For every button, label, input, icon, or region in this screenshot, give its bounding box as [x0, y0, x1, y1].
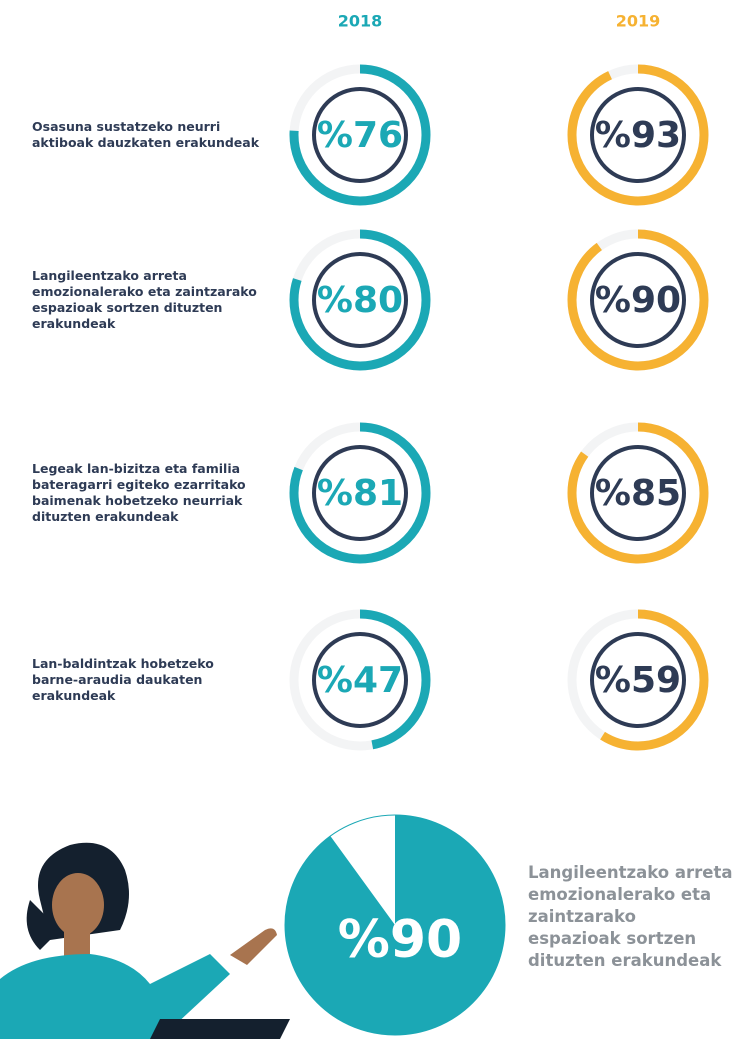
illustration	[0, 843, 290, 1039]
row-label: Osasuna sustatzeko neurri aktiboak dauzk…	[32, 119, 262, 151]
infographic: 2018 %76 %80 %81 %47 2019 %93 %90 %85 %59 %90 Osas…	[0, 0, 738, 1039]
value-label: %80	[317, 280, 403, 321]
value-label: %81	[317, 473, 403, 514]
value-label: %93	[595, 115, 681, 156]
value-label: %59	[595, 660, 681, 701]
value-label: %47	[317, 660, 403, 701]
column-header: 2019	[616, 12, 661, 31]
value-label: %90	[595, 280, 681, 321]
value-label: %85	[595, 473, 681, 514]
row-label: Lan-baldintzak hobetzeko barne-araudia d…	[32, 656, 262, 704]
row-label: Legeak lan-bizitza eta familia bateragar…	[32, 461, 262, 525]
column-header: 2018	[338, 12, 383, 31]
row-label: Langileentzako arreta emozionalerako eta…	[32, 268, 262, 332]
pie-value-label: %90	[338, 910, 462, 970]
value-label: %76	[317, 115, 403, 156]
pie-caption: Langileentzako arreta emozionalerako eta…	[528, 862, 733, 972]
